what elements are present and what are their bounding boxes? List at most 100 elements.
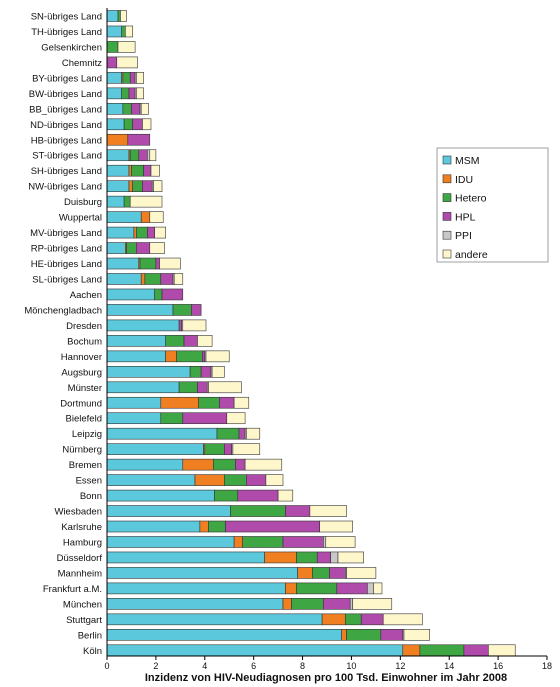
bar-segment-hpl [191,304,202,316]
bar-segment-hpl [329,567,346,579]
bar-segment-andere [277,489,294,502]
category-label: RP-übriges Land [31,244,102,255]
bar-segment-andere [205,350,230,363]
legend-swatch-msm [442,155,452,165]
x-tick-label: 0 [104,661,109,671]
category-label: Dresden [66,321,102,332]
bar-segment-andere [488,644,516,657]
bar-segment-idu [321,613,346,626]
bar-segment-hetero [123,195,131,208]
bar-segment-msm [106,489,215,502]
bar-segment-hpl [161,288,184,301]
legend-label: MSM [455,155,480,167]
bar-segment-andere [136,87,144,100]
bar-segment-ppi [367,582,374,595]
bar-segment-andere [182,319,207,332]
bar-segment-msm [106,567,298,579]
bar-segment-andere [403,628,430,641]
bar-segment-idu [194,474,225,486]
bar-segment-hetero [291,598,324,610]
bar-segment-msm [106,304,174,316]
bar-segment-hpl [316,551,331,564]
bar-segment-hetero [144,273,162,285]
bar-segment-idu [233,536,243,548]
category-label: SH-übriges Land [31,166,102,177]
bar-segment-hpl [143,164,152,177]
bar-segment-msm [106,149,130,162]
bar-segment-hpl [282,536,324,548]
bar-segment-hetero [242,536,284,548]
bar-segment-msm [106,319,180,332]
bar-segment-andere [319,520,353,533]
bar-segment-hetero [419,644,465,657]
bar-segment-idu [282,598,292,610]
bar-segment-msm [106,458,184,471]
bar-segment-msm [106,350,166,363]
bar-segment-hpl [155,257,160,270]
category-label: BW-übriges Land [29,89,102,100]
bar-segment-msm [106,164,130,177]
category-label: Berlin [78,630,102,641]
bar-segment-hetero [165,335,185,347]
bar-segment-hetero [126,242,137,254]
bar-segment-andere [244,458,283,471]
category-label: Bonn [80,491,102,502]
bar-segment-msm [106,273,142,285]
category-label: Leipzig [72,429,102,440]
category-label: SN-übriges Land [31,12,102,23]
category-label: Frankfurt a.M. [43,584,102,595]
category-label: Mannheim [58,568,102,579]
bar-segment-idu [140,211,151,223]
bar-segment-andere [173,273,184,285]
bar-segment-andere [153,180,163,192]
bar-segment-msm [106,474,196,486]
bar-segment-hetero [204,443,225,455]
bar-segment-hpl [183,335,198,347]
x-tick-label: 14 [444,661,454,671]
bar-segment-andere [150,164,160,177]
legend-label: andere [455,249,488,261]
x-axis-label: Inzidenz von HIV-Neudiagnosen pro 100 Ts… [145,672,507,684]
bar-segment-hpl [237,489,279,502]
bar-segment-hetero [129,149,140,162]
bar-segment-idu [165,350,177,363]
bar-segment-hpl [197,381,208,394]
bar-segment-hpl [360,613,384,626]
bar-segment-hetero [224,474,247,486]
bar-segment-hpl [224,443,232,455]
category-label: Duisburg [64,197,102,208]
category-label: Köln [83,646,102,657]
bar-segment-idu [133,226,137,239]
bar-segment-andere [233,396,250,409]
legend-swatch-idu [442,174,452,184]
category-label: MV-übriges Land [30,228,102,239]
bar-segment-msm [106,288,155,301]
category-label: Düsseldorf [57,553,103,564]
bar-segment-andere [346,567,377,579]
bar-segment-hetero [189,366,202,378]
bar-segment-andere [309,505,347,517]
bar-segment-msm [106,226,135,239]
bar-segment-andere [382,613,423,626]
x-tick-label: 10 [346,661,356,671]
legend-label: PPI [455,230,472,242]
bar-segment-hetero [106,41,119,53]
bar-segment-idu [199,520,209,533]
category-label: Hamburg [63,537,102,548]
bar-segment-msm [106,10,119,22]
bar-segment-andere [352,598,393,610]
bar-segment-hetero [213,458,236,471]
bar-segment-hetero [172,304,192,316]
category-label: TH-übriges Land [31,27,102,38]
bar-segment-hpl [200,366,212,378]
bar-segment-hpl [238,427,246,440]
bar-segment-andere [197,335,213,347]
legend-label: IDU [455,174,473,186]
bar-segment-idu [128,180,133,192]
bar-segment-hetero [230,505,286,517]
category-label: Essen [76,476,102,487]
bar-segment-hetero [122,103,132,115]
bar-segment-msm [106,536,235,548]
bar-segment-andere [373,582,383,595]
category-label: Chemnitz [62,58,102,69]
